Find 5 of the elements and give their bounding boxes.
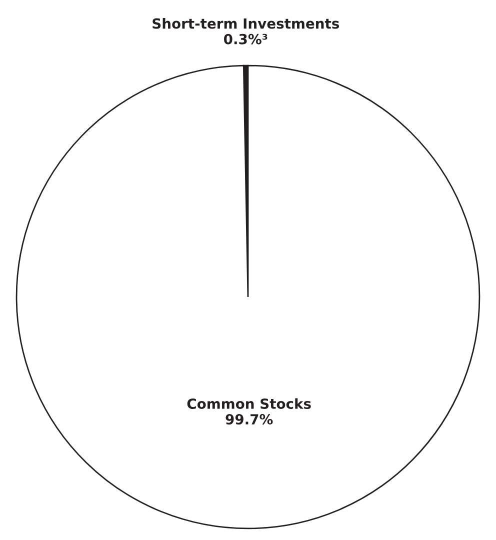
- data-label: 99.7%: [226, 414, 273, 425]
- pie-slice: [16, 64, 480, 530]
- data-label: 0.3%³: [224, 34, 268, 44]
- slice-label: Short-term Investments: [152, 18, 339, 29]
- slice-label: Common Stocks: [187, 398, 311, 409]
